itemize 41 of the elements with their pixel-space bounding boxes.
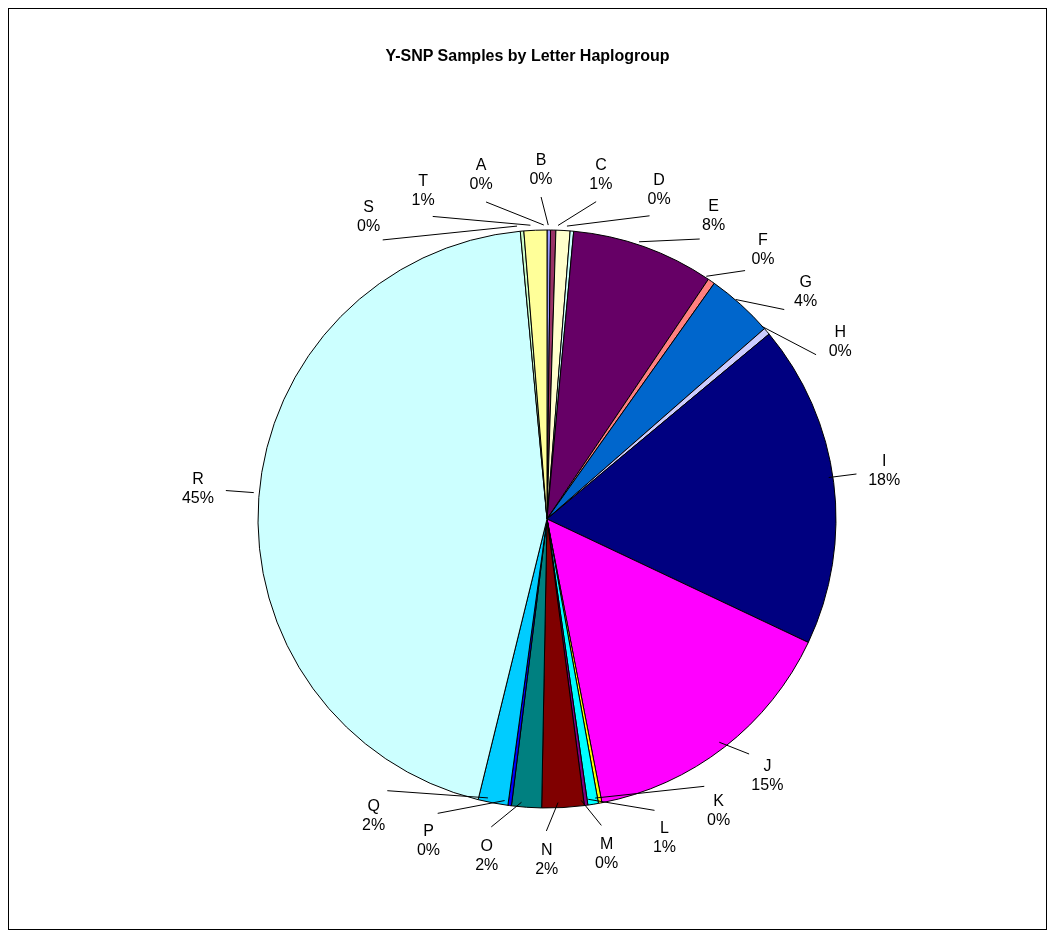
data-label: 0% [707, 811, 731, 829]
data-label: 1% [652, 837, 677, 855]
slice-label: I [882, 452, 887, 470]
data-label: 8% [702, 215, 726, 233]
data-label: 0% [828, 341, 852, 359]
data-label: 0% [416, 840, 441, 858]
data-label: 4% [794, 292, 818, 310]
data-label: 0% [647, 190, 671, 208]
slice-label: R [192, 470, 204, 488]
chart-title: Y-SNP Samples by Letter Haplogroup [385, 47, 670, 64]
data-label: 1% [411, 191, 435, 209]
data-label: 0% [595, 853, 619, 871]
slice-label: S [363, 197, 374, 215]
slice-label: H [834, 322, 847, 340]
slice-label: B [535, 151, 547, 168]
data-label: 0% [529, 170, 553, 187]
slice-label: J [763, 757, 772, 775]
data-label: 0% [469, 175, 493, 193]
slice-label: A [475, 156, 487, 174]
slice-label: G [799, 273, 812, 291]
data-label: 0% [751, 250, 775, 268]
slice-label: K [713, 792, 725, 810]
slice-label: C [595, 156, 607, 174]
slice-label: T [418, 172, 429, 190]
data-label: 0% [357, 216, 381, 234]
data-label: 45% [181, 489, 214, 507]
slice-label: E [708, 196, 719, 214]
slice-label: O [480, 836, 494, 854]
slice-label: L [660, 818, 670, 836]
data-label: 2% [362, 816, 386, 834]
slice-label: M [599, 834, 614, 852]
data-label: 2% [535, 859, 559, 877]
slice-label: Q [367, 797, 380, 815]
data-label: 18% [868, 471, 901, 489]
slice-label: D [653, 171, 665, 189]
data-label: 15% [751, 776, 784, 794]
slice-label: F [758, 231, 769, 249]
slice-label: N [540, 840, 553, 858]
data-label: 2% [475, 855, 499, 873]
slice-label: P [423, 821, 434, 839]
data-label: 1% [589, 175, 613, 193]
